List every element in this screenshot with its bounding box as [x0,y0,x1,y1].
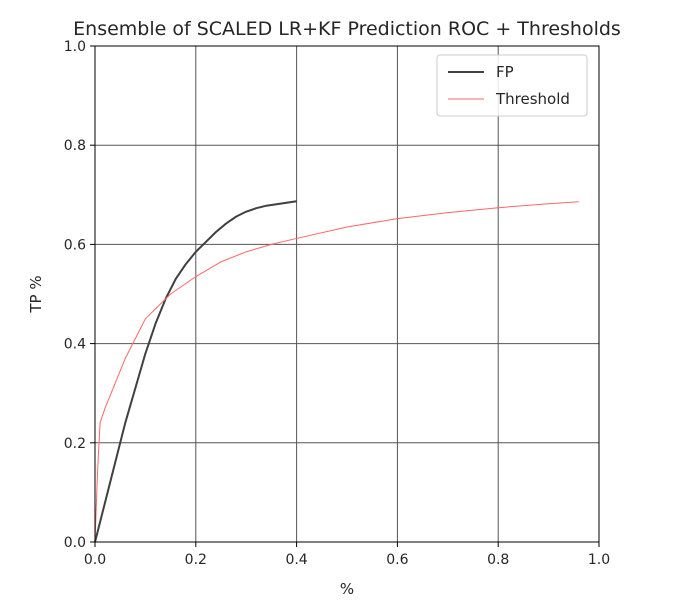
legend-label-threshold: Threshold [495,90,570,108]
y-tick-label: 1.0 [64,39,86,55]
y-tick-label: 0.0 [64,535,86,551]
y-tick-label: 0.2 [64,436,86,452]
x-tick-label: 1.0 [588,552,610,568]
series-lines [94,200,579,543]
series-line-threshold [94,201,579,543]
legend-label-fp: FP [496,63,514,81]
legend: FP Threshold [436,54,588,117]
y-axis-label: TP % [27,275,45,313]
x-tick-label: 0.4 [285,552,307,568]
plot-frame [94,45,600,543]
x-tick-label: 0.2 [185,552,207,568]
y-tick-label: 0.6 [64,237,86,253]
x-tick-label: 0.0 [84,552,106,568]
chart-title: Ensemble of SCALED LR+KF Prediction ROC … [73,18,621,40]
y-tick-label: 0.4 [64,337,86,353]
x-axis-label: % [340,580,354,598]
x-tick-label: 0.6 [386,552,408,568]
legend-box [436,54,588,117]
x-tick-label: 0.8 [487,552,509,568]
y-tick-label: 0.8 [64,138,86,154]
axis-ticks: 0.0 0.2 0.4 0.6 0.8 1.0 0.0 0.2 0.4 0.6 0.8 1.0 [64,39,610,568]
series-line-fp [94,200,297,543]
